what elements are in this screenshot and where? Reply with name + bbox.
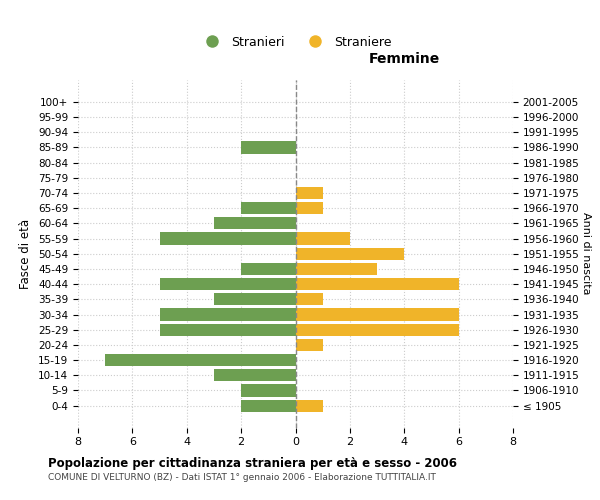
- Text: Femmine: Femmine: [368, 52, 440, 66]
- Text: COMUNE DI VELTURNO (BZ) - Dati ISTAT 1° gennaio 2006 - Elaborazione TUTTITALIA.I: COMUNE DI VELTURNO (BZ) - Dati ISTAT 1° …: [48, 472, 436, 482]
- Bar: [214, 293, 296, 306]
- Bar: [160, 232, 296, 244]
- Bar: [296, 187, 323, 199]
- Legend: Stranieri, Straniere: Stranieri, Straniere: [194, 30, 397, 54]
- Bar: [296, 248, 404, 260]
- Y-axis label: Anni di nascita: Anni di nascita: [581, 212, 590, 295]
- Bar: [241, 400, 296, 411]
- Bar: [241, 142, 296, 154]
- Bar: [214, 218, 296, 230]
- Y-axis label: Fasce di età: Fasce di età: [19, 218, 32, 289]
- Bar: [160, 324, 296, 336]
- Text: Popolazione per cittadinanza straniera per età e sesso - 2006: Popolazione per cittadinanza straniera p…: [48, 458, 457, 470]
- Bar: [296, 293, 323, 306]
- Bar: [296, 263, 377, 275]
- Bar: [160, 308, 296, 320]
- Bar: [296, 232, 350, 244]
- Bar: [296, 400, 323, 411]
- Bar: [296, 324, 458, 336]
- Bar: [214, 369, 296, 382]
- Bar: [241, 202, 296, 214]
- Bar: [296, 339, 323, 351]
- Bar: [241, 263, 296, 275]
- Bar: [105, 354, 296, 366]
- Bar: [296, 308, 458, 320]
- Bar: [241, 384, 296, 396]
- Bar: [160, 278, 296, 290]
- Bar: [296, 278, 458, 290]
- Bar: [296, 202, 323, 214]
